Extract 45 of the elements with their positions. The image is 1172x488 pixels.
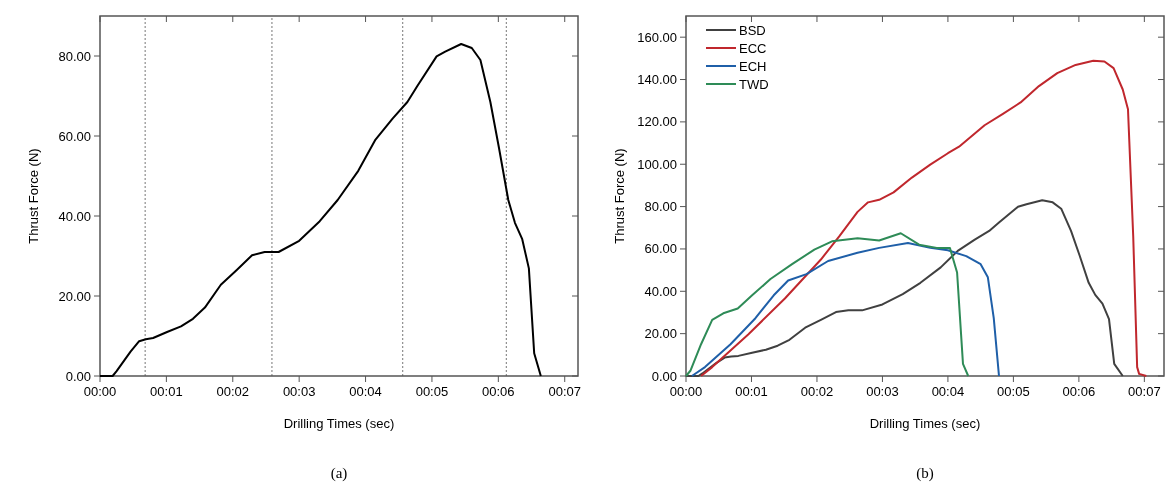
y-tick-label: 60.00 [644,241,677,257]
x-tick-label: 00:02 [216,384,250,399]
y-tick-label: 80.00 [644,199,677,215]
x-tick-label: 00:07 [1128,384,1161,399]
x-tick-label: 00:06 [482,384,515,399]
x-tick-label: 00:07 [548,384,581,399]
line-series [690,242,1000,377]
y-tick-label: 60.00 [58,128,91,144]
legend-label: TWD [739,77,769,92]
x-tick-label: 00:00 [83,384,117,399]
x-tick-label: 00:05 [997,384,1030,399]
y-tick-label: 0.00 [651,368,677,384]
x-axis-title: Drilling Times (sec) [283,416,395,431]
x-tick-label: 00:00 [669,384,703,399]
x-tick-label: 00:01 [150,384,183,399]
y-tick-label: 80.00 [58,48,91,64]
text: (a) [330,465,348,482]
x-tick-label: 00:04 [349,384,382,399]
x-tick-label: 00:02 [800,384,834,399]
x-tick-label: 00:06 [1062,384,1096,399]
y-axis-title: Thrust Force (N) [612,148,627,244]
legend-label: BSD [739,23,766,38]
legend-label: ECC [739,41,767,56]
y-tick-label: 140.00 [637,72,677,88]
y-tick-label: 20.00 [58,288,91,304]
x-tick-label: 00:01 [735,384,768,399]
text: (b) [916,465,934,482]
y-tick-label: 20.00 [644,326,677,342]
y-axis-title: Thrust Force (N) [26,148,41,244]
x-axis-title: Drilling Times (sec) [869,416,981,431]
line-series [700,59,1148,377]
line-series [685,199,1124,377]
x-tick-label: 00:03 [866,384,899,399]
x-tick-label: 00:05 [415,384,449,399]
y-tick-label: 0.00 [65,368,91,384]
y-tick-label: 160.00 [637,29,677,45]
y-tick-label: 40.00 [58,208,91,224]
x-tick-label: 00:04 [931,384,965,399]
y-tick-label: 100.00 [637,156,677,172]
y-tick-label: 120.00 [637,114,677,130]
x-tick-label: 00:03 [282,384,316,399]
line-series [685,232,970,377]
y-tick-label: 40.00 [644,283,677,299]
line-series [99,43,542,377]
legend-label: ECH [739,59,767,74]
